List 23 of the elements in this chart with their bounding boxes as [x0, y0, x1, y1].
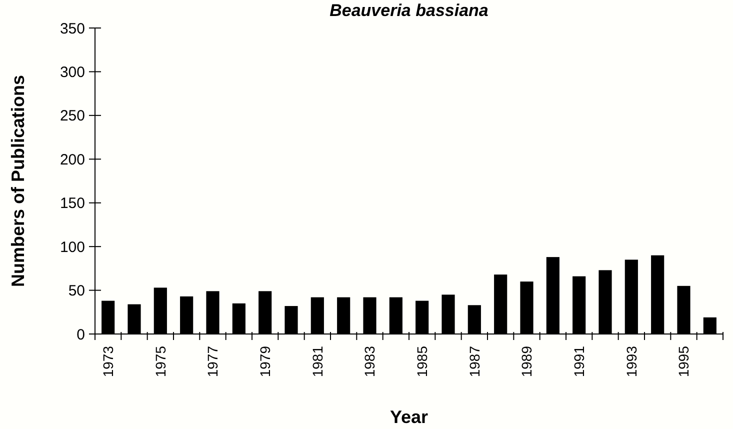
- x-tick-label: 1991: [570, 346, 587, 378]
- x-axis-title: Year: [390, 407, 428, 427]
- x-tick-label: 1977: [204, 346, 221, 378]
- y-tick-label: 0: [76, 326, 85, 344]
- y-tick-label: 300: [60, 64, 85, 81]
- x-tick-label: 1987: [466, 346, 482, 378]
- x-tick-label: 1973: [100, 346, 116, 378]
- x-tick-label: 1989: [518, 346, 535, 378]
- x-tick-label: 1979: [256, 346, 273, 378]
- y-tick-label: 200: [60, 151, 85, 168]
- y-axis-title: Numbers of Publications: [8, 74, 28, 288]
- x-tick-label: 1975: [152, 346, 168, 378]
- y-tick-label: 250: [60, 108, 85, 125]
- x-tick-label: 1993: [623, 346, 640, 378]
- x-tick-label: 1983: [362, 346, 378, 378]
- x-tick-label: 1981: [309, 346, 326, 378]
- chart-title: Beauveria bassiana: [330, 1, 488, 20]
- y-tick-label: 100: [60, 238, 85, 256]
- y-tick-label: 50: [68, 282, 85, 300]
- y-tick-label: 350: [60, 20, 85, 38]
- y-tick-label: 150: [60, 195, 85, 212]
- x-tick-label: 1995: [676, 346, 692, 378]
- x-tick-label: 1985: [414, 346, 430, 378]
